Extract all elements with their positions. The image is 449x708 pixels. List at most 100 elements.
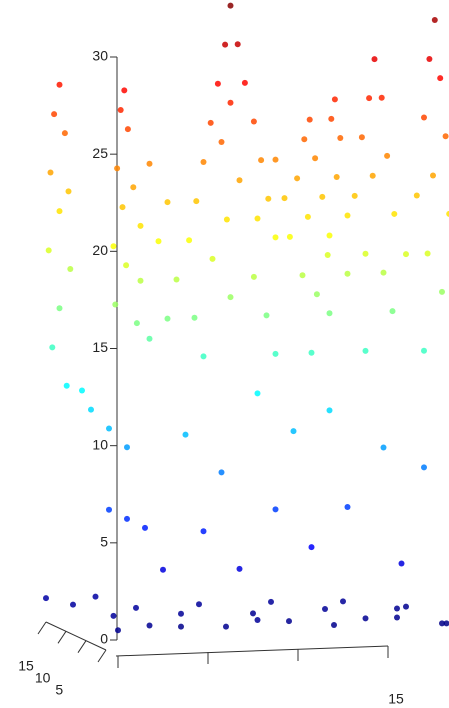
point (186, 237, 193, 244)
y-tick (37, 621, 47, 635)
point (294, 175, 301, 182)
point (106, 506, 112, 513)
point (115, 627, 121, 634)
point (114, 165, 121, 172)
point (254, 616, 261, 623)
y-tick (97, 649, 107, 663)
point (146, 335, 153, 342)
point (446, 210, 449, 217)
x-tick-label: 15 (388, 691, 404, 707)
point (67, 266, 74, 273)
point (403, 251, 409, 258)
point (366, 95, 373, 102)
point (272, 234, 279, 241)
point (439, 620, 445, 627)
point (227, 294, 234, 301)
point (272, 506, 279, 513)
point (45, 247, 52, 254)
point (254, 390, 261, 397)
point (65, 188, 72, 195)
point (328, 115, 335, 122)
point (344, 212, 351, 219)
point (371, 56, 378, 63)
point (322, 605, 328, 612)
point (413, 192, 420, 199)
point (124, 515, 130, 522)
point (337, 135, 344, 142)
point (112, 301, 119, 308)
point (265, 195, 272, 202)
point (391, 210, 398, 217)
point (124, 126, 131, 133)
point (119, 204, 126, 211)
point (272, 156, 279, 163)
point (250, 273, 257, 280)
point (394, 605, 400, 612)
point (384, 152, 391, 159)
point (43, 595, 49, 602)
point (106, 425, 112, 432)
point (442, 133, 449, 140)
point (308, 544, 315, 551)
point (326, 232, 333, 239)
point (193, 198, 200, 205)
point (430, 172, 436, 179)
point (380, 269, 387, 276)
point (286, 618, 292, 625)
point (214, 80, 221, 87)
point (146, 622, 153, 629)
point (218, 138, 225, 145)
point (79, 387, 85, 394)
point (227, 2, 234, 9)
point (47, 169, 54, 176)
point (49, 344, 56, 351)
y-tick-label: 15 (18, 658, 34, 674)
point (218, 469, 225, 476)
point (258, 157, 265, 164)
y-axis (45, 621, 107, 651)
point (196, 601, 202, 608)
point (117, 106, 124, 113)
point (110, 612, 117, 619)
point (133, 604, 139, 611)
point (331, 622, 337, 629)
point (281, 195, 288, 202)
point (178, 623, 184, 630)
point (223, 216, 230, 223)
point (137, 277, 144, 284)
point (200, 528, 207, 535)
point (182, 431, 189, 438)
point (437, 75, 444, 82)
point (142, 524, 148, 531)
point (146, 160, 153, 167)
point (234, 41, 241, 48)
point (389, 308, 396, 315)
point (351, 192, 358, 199)
point (92, 593, 99, 600)
point (164, 315, 171, 322)
point (326, 407, 333, 414)
point (378, 94, 385, 101)
point (319, 193, 326, 200)
point (331, 96, 338, 103)
point (56, 305, 63, 312)
point (290, 428, 297, 435)
point (421, 347, 427, 354)
x-axis (115, 645, 389, 657)
point (421, 464, 427, 471)
point (223, 623, 229, 630)
point (222, 41, 229, 48)
point (439, 288, 445, 295)
point (123, 262, 130, 269)
point (443, 620, 449, 627)
point (250, 118, 257, 125)
point (313, 291, 320, 298)
point (254, 215, 261, 222)
point (209, 255, 216, 262)
z-tick-label: 0 (100, 631, 108, 647)
point (137, 222, 144, 229)
point (200, 159, 207, 165)
point (272, 350, 279, 357)
point (301, 136, 308, 143)
